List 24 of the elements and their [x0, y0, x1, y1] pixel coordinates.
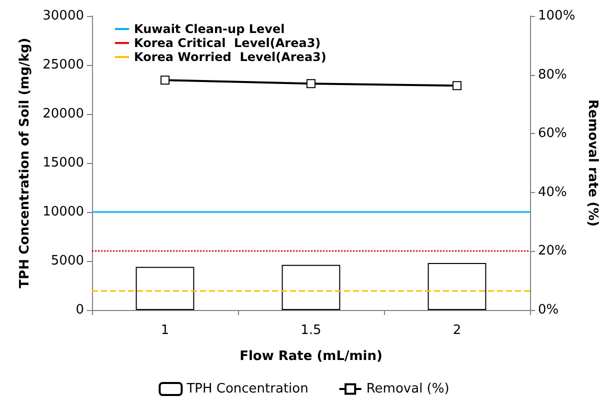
y-tick-label: 0: [76, 302, 84, 318]
y2-tick-label: 60%: [538, 126, 567, 142]
y-tick-label: 30000: [42, 8, 84, 24]
y2-tick-label: 80%: [538, 67, 567, 82]
y2-tick-label: 20%: [538, 244, 567, 259]
legend-label: Korea Critical Level(Area3): [134, 36, 321, 50]
legend-label: Korea Worried Level(Area3): [134, 50, 326, 64]
x-tick-label: 1: [160, 323, 170, 338]
y2-tick-label: 0%: [538, 302, 559, 318]
y-tick-label: 5000: [50, 254, 84, 268]
legend-label: TPH Concentration: [186, 382, 308, 396]
y-tick-label: 20000: [42, 106, 84, 122]
y-axis-title: TPH Concentration of Soil (mg/kg): [18, 38, 33, 288]
y-tick-label: 15000: [42, 156, 84, 170]
x-tick-label: 2: [452, 323, 462, 338]
legend-label: Kuwait Clean-up Level: [134, 22, 285, 36]
x-tick-label: 1.5: [300, 323, 322, 338]
x-axis-title: Flow Rate (mL/min): [240, 349, 382, 364]
y2-tick-label: 100%: [538, 8, 576, 24]
y2-tick-label: 40%: [538, 184, 567, 200]
y-tick-label: 10000: [42, 204, 84, 220]
legend-label: Removal (%): [366, 382, 450, 396]
y-tick-label: 25000: [42, 58, 84, 72]
y2-axis-title: Removal rate (%): [585, 99, 600, 227]
